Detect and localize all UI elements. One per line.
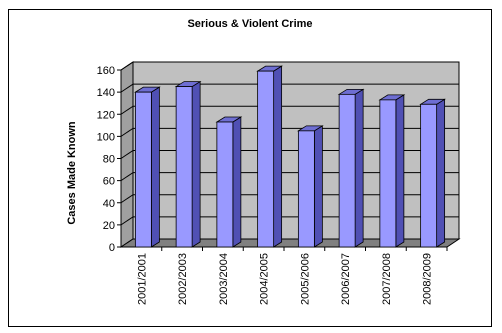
y-tick-label: 80 (103, 154, 115, 166)
bar (297, 130, 315, 248)
chart-frame: Serious & Violent Crime Cases Made Known… (8, 9, 492, 327)
y-tick-label: 140 (97, 87, 115, 99)
y-tick-label: 60 (103, 176, 115, 188)
gridline-side (120, 127, 134, 137)
bar (379, 99, 397, 248)
gridline-side (120, 150, 134, 159)
gridline-side (120, 172, 134, 182)
bar (338, 93, 356, 248)
y-tick-label: 20 (103, 220, 115, 232)
y-tick-label: 160 (97, 65, 115, 77)
bar-side (436, 98, 446, 248)
x-tick-label: 2001/2001 (136, 253, 148, 305)
bar (257, 70, 275, 248)
y-axis-label: Cases Made Known (66, 121, 78, 225)
gridline-side (120, 83, 134, 93)
y-tick-label: 100 (97, 131, 115, 143)
bar-side (273, 65, 283, 248)
x-tick-label: 2002/2003 (177, 253, 189, 305)
bar-side (150, 86, 160, 248)
gridline-side (120, 216, 134, 226)
bar-side (232, 116, 242, 248)
x-tick-label: 2005/2006 (299, 253, 311, 305)
x-tick-label: 2006/2007 (340, 253, 352, 305)
bar-side (313, 125, 323, 248)
bar-side (395, 94, 405, 248)
gridline-side (120, 194, 134, 204)
y-tick-label: 0 (109, 242, 115, 254)
bar-chart: Cases Made Known 0 20 40 60 80 100 120 140 160 20… (66, 61, 461, 305)
bar (216, 121, 234, 248)
bar (420, 103, 438, 248)
bar-side (191, 80, 201, 248)
x-tick-label: 2007/2008 (381, 253, 393, 305)
y-tick-label: 40 (103, 198, 115, 210)
bar (134, 91, 152, 248)
bar (175, 86, 193, 248)
x-tick-label: 2003/2004 (218, 253, 230, 305)
bar-side (354, 88, 364, 248)
x-tick-label: 2004/2005 (259, 253, 271, 305)
y-tick-label: 120 (97, 109, 115, 121)
chart-title: Serious & Violent Crime (187, 18, 313, 30)
gridline-side (120, 105, 134, 115)
x-tick-label: 2008/2009 (422, 253, 434, 305)
gridline-side (120, 61, 134, 71)
chart-floor (119, 238, 461, 248)
